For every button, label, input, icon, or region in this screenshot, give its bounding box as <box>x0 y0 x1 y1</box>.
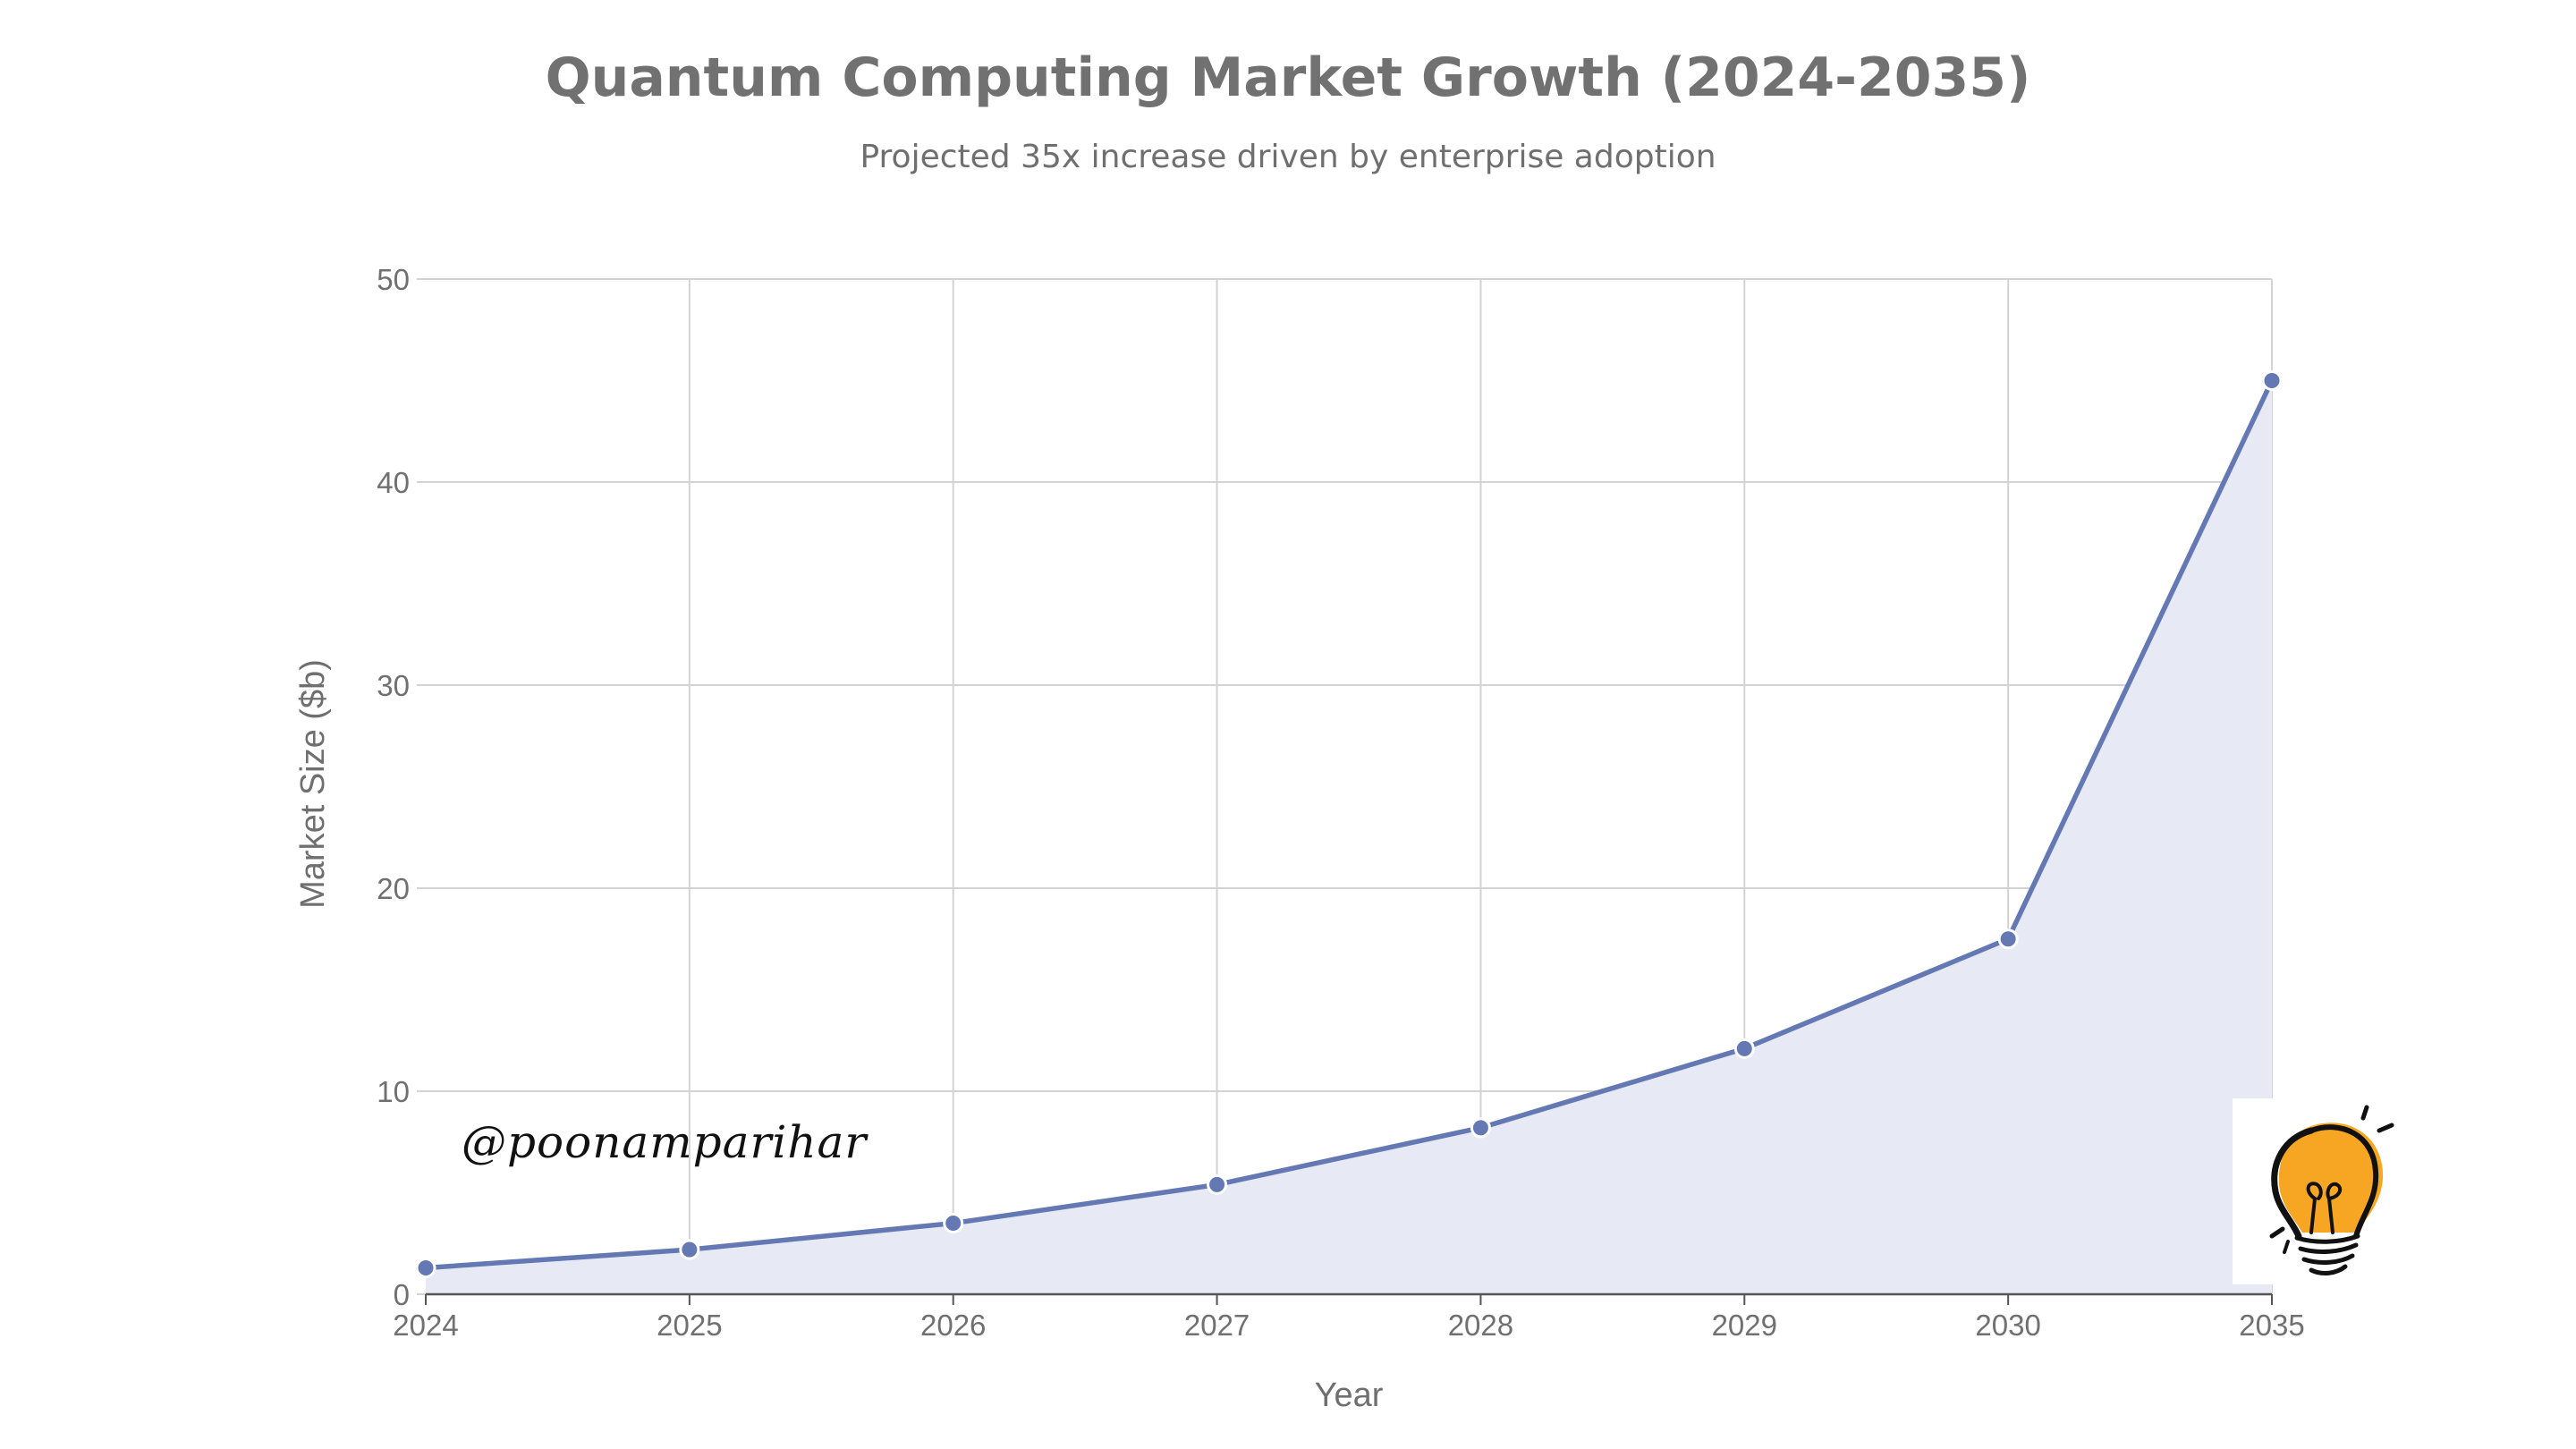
x-tick-label: 2035 <box>2239 1309 2304 1342</box>
y-tick-label: 20 <box>377 872 410 905</box>
y-tick-label: 50 <box>377 263 410 296</box>
lightbulb-icon <box>2233 1098 2411 1284</box>
x-tick-label: 2030 <box>1975 1309 2040 1342</box>
area-fill <box>426 380 2272 1294</box>
data-point[interactable] <box>1470 1117 1491 1139</box>
series-polyline <box>423 377 2275 1271</box>
data-point[interactable] <box>679 1239 700 1260</box>
y-tick-label: 10 <box>377 1075 410 1108</box>
x-tick-label: 2029 <box>1712 1309 1777 1342</box>
data-point[interactable] <box>2261 370 2283 391</box>
data-point[interactable] <box>943 1213 964 1234</box>
x-tick-label: 2026 <box>920 1309 986 1342</box>
y-tick-label: 40 <box>377 466 410 499</box>
x-tick-label: 2027 <box>1184 1309 1250 1342</box>
data-points <box>415 370 2283 1278</box>
data-point[interactable] <box>1207 1174 1228 1195</box>
x-axis-label: Year <box>1315 1377 1384 1414</box>
y-tick-label: 0 <box>394 1278 410 1311</box>
x-tick-label: 2024 <box>393 1309 458 1342</box>
data-point[interactable] <box>1997 928 2019 950</box>
x-tick-label: 2028 <box>1448 1309 1513 1342</box>
chart-subtitle: Projected 35x increase driven by enterpr… <box>860 139 1716 175</box>
data-point[interactable] <box>1733 1038 1755 1059</box>
series-line <box>423 377 2275 1271</box>
watermark-signature: @poonamparihar <box>462 1116 868 1168</box>
area-fill-path <box>426 380 2272 1294</box>
axes <box>425 1292 2273 1305</box>
x-tick-label: 2025 <box>657 1309 722 1342</box>
data-point[interactable] <box>415 1257 436 1278</box>
y-axis-label: Market Size ($b) <box>294 659 332 909</box>
chart-title: Quantum Computing Market Growth (2024-20… <box>545 47 2031 109</box>
y-tick-label: 30 <box>377 669 410 702</box>
